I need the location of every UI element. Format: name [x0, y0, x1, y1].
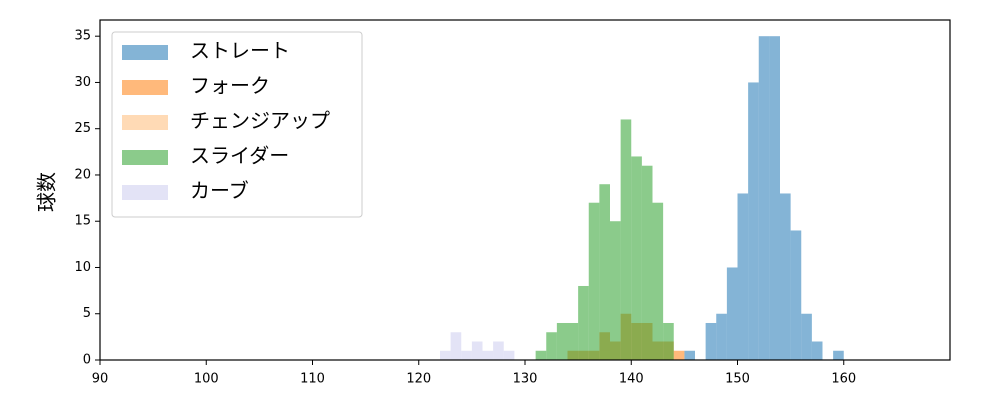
bar — [503, 350, 515, 360]
bar — [641, 165, 653, 360]
bar — [780, 193, 791, 360]
bar — [493, 341, 504, 360]
bar — [801, 313, 812, 360]
legend-swatch — [122, 80, 168, 95]
bar — [726, 267, 738, 360]
legend-box — [111, 31, 363, 218]
legend-label: フォーク — [190, 74, 270, 98]
legend-label: カーブ — [190, 179, 249, 203]
y-axis-label: 球数 — [35, 172, 59, 212]
bar — [631, 156, 642, 360]
legend-swatch — [122, 45, 168, 60]
y-tick-label: 35 — [74, 29, 91, 44]
x-tick-label: 120 — [406, 372, 431, 387]
bar — [471, 341, 483, 360]
bar — [450, 332, 462, 360]
y-tick-label: 5 — [83, 306, 91, 321]
x-tick-label: 160 — [831, 372, 856, 387]
bar — [567, 322, 579, 360]
y-tick-label: 30 — [74, 75, 91, 90]
bar — [652, 202, 664, 360]
x-tick-label: 100 — [194, 372, 219, 387]
bar — [811, 341, 823, 360]
y-tick-label: 25 — [74, 121, 91, 136]
y-tick-label: 0 — [83, 353, 91, 368]
bar — [440, 350, 451, 360]
bar — [716, 313, 727, 360]
bar — [758, 36, 770, 360]
x-tick-label: 130 — [513, 372, 538, 387]
bar — [578, 285, 589, 360]
bar — [482, 350, 494, 360]
bar — [737, 193, 749, 360]
y-tick-label: 10 — [74, 260, 91, 275]
bar — [748, 82, 759, 361]
legend-label: チェンジアップ — [190, 109, 330, 133]
bar — [546, 332, 557, 360]
x-tick-label: 140 — [619, 372, 644, 387]
bar — [663, 322, 674, 360]
bar — [769, 36, 780, 360]
y-tick-label: 15 — [74, 214, 91, 229]
legend-swatch — [122, 115, 168, 130]
x-tick-label: 150 — [725, 372, 750, 387]
bar — [673, 350, 685, 360]
bar — [790, 230, 802, 360]
bar — [620, 119, 632, 360]
legend-label: スライダー — [190, 144, 289, 168]
bar — [535, 350, 547, 360]
bar — [705, 322, 717, 360]
bar — [610, 221, 621, 360]
legend-label: ストレート — [190, 39, 290, 63]
x-tick-label: 110 — [300, 372, 325, 387]
legend-swatch — [122, 150, 168, 165]
bar — [833, 350, 844, 360]
y-tick-label: 20 — [74, 167, 91, 182]
bar — [684, 350, 695, 360]
bar — [588, 202, 600, 360]
legend-swatch — [122, 185, 168, 200]
bar — [461, 350, 472, 360]
bar — [599, 184, 610, 360]
bar — [556, 322, 568, 360]
x-tick-label: 90 — [92, 372, 109, 387]
